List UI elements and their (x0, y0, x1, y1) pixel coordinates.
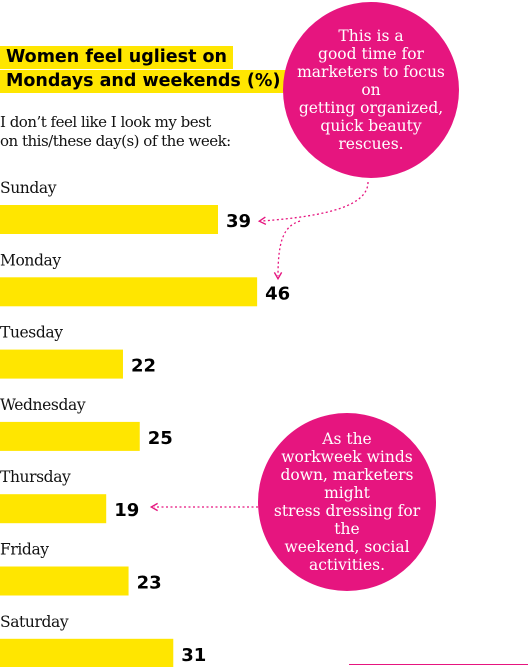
bar-monday (0, 277, 258, 307)
bar-wednesday (0, 421, 140, 451)
category-label-tuesday: Tuesday (0, 324, 63, 342)
callout-arrow-sunday (257, 181, 369, 225)
category-label-saturday: Saturday (0, 613, 69, 631)
value-label-monday: 46 (265, 283, 290, 304)
bar-saturday (0, 638, 174, 667)
callout-2-line-2: workweek winds (281, 448, 413, 466)
bar-sunday (0, 205, 218, 234)
value-label-thursday: 19 (114, 500, 139, 521)
callout-2-line-1: As the (322, 430, 372, 448)
callout-arrow-monday (273, 220, 301, 281)
bar-friday (0, 566, 129, 596)
subtitle-line-2: on this/these day(s) of the week: (0, 132, 231, 150)
callout-2-line-5: weekend, social (284, 538, 410, 556)
callout-1-line-4: getting organized, (298, 99, 444, 117)
category-label-sunday: Sunday (0, 179, 57, 197)
title-line-1: Women feel ugliest on (0, 46, 234, 69)
callout-1-line-1: This is a (338, 27, 404, 45)
bottom-divider (349, 664, 528, 665)
subtitle-line-1: I don’t feel like I look my best (0, 113, 211, 131)
callout-bubble-top: This is a good time for marketers to foc… (283, 2, 459, 178)
callout-1-line-5: quick beauty (320, 117, 422, 135)
category-label-friday: Friday (0, 541, 49, 559)
bar-thursday (0, 494, 107, 524)
callout-1-line-3: marketers to focus on (297, 63, 445, 99)
value-label-wednesday: 25 (148, 428, 173, 449)
callout-1-line-6: rescues. (338, 135, 404, 153)
chart-subtitle: I don’t feel like I look my best on this… (0, 113, 231, 151)
title-line-2: Mondays and weekends (%) (0, 70, 287, 93)
callout-1-line-2: good time for (318, 45, 424, 63)
callout-bubble-bottom: As the workweek winds down, marketers mi… (258, 413, 436, 591)
chart-title: Women feel ugliest on Mondays and weeken… (0, 46, 287, 94)
category-label-thursday: Thursday (0, 468, 71, 486)
callout-2-line-4: stress dressing for the (273, 502, 421, 538)
value-label-tuesday: 22 (131, 356, 156, 377)
category-label-wednesday: Wednesday (0, 396, 86, 414)
value-label-sunday: 39 (226, 211, 251, 232)
value-label-saturday: 31 (181, 645, 206, 666)
category-label-monday: Monday (0, 251, 61, 269)
callout-2-line-3: down, marketers might (280, 466, 414, 502)
bar-tuesday (0, 349, 123, 379)
value-label-friday: 23 (137, 573, 162, 594)
callout-2-line-6: activities. (308, 556, 386, 574)
